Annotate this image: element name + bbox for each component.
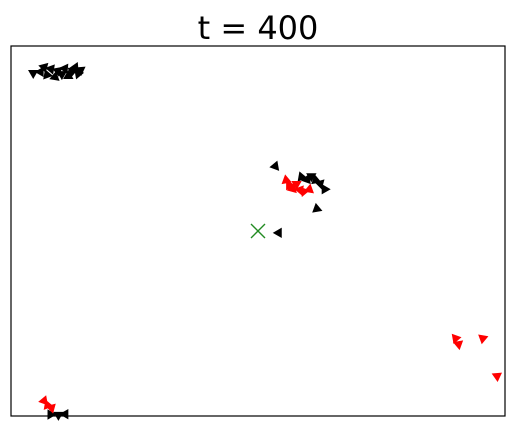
agent-marker-s0-p11 xyxy=(69,62,79,73)
agent-marker-s0-p9 xyxy=(63,69,74,79)
agent-marker-s0-p20 xyxy=(321,183,331,195)
agent-marker-s1-p8 xyxy=(43,399,54,410)
agent-marker-s0-p7 xyxy=(56,71,68,81)
agent-marker-s0-p21 xyxy=(312,202,323,213)
agent-marker-s0-p12 xyxy=(74,69,85,80)
series-1 xyxy=(38,174,503,414)
chart-title: t = 400 xyxy=(198,9,319,47)
agent-marker-s1-p3 xyxy=(291,181,302,191)
agent-marker-s0-p17 xyxy=(306,173,317,183)
agent-marker-s0-p8 xyxy=(58,63,69,75)
agent-marker-s0-p14 xyxy=(269,160,280,171)
agent-marker-s1-p13 xyxy=(491,372,503,383)
plot-frame xyxy=(10,45,506,417)
agent-marker-s0-p22 xyxy=(272,227,282,239)
data-marks xyxy=(28,62,503,421)
target-layer xyxy=(250,223,266,239)
agent-marker-s1-p5 xyxy=(300,186,310,198)
agent-marker-s0-p13 xyxy=(75,66,86,77)
agent-marker-s0-p3 xyxy=(43,69,53,80)
agent-marker-s1-p12 xyxy=(478,334,489,345)
agent-marker-s0-p1 xyxy=(34,66,44,78)
agent-marker-s0-p23 xyxy=(47,409,57,420)
agent-marker-s1-p10 xyxy=(451,333,462,344)
agent-marker-s0-p15 xyxy=(297,171,308,182)
target-x-marker xyxy=(250,223,266,239)
agent-marker-s1-p6 xyxy=(303,183,314,194)
agent-marker-s0-p5 xyxy=(49,71,60,81)
agent-marker-s1-p11 xyxy=(452,340,464,351)
agent-marker-s0-p4 xyxy=(45,64,55,75)
agent-marker-s0-p25 xyxy=(59,408,69,420)
series-0 xyxy=(28,62,331,421)
agent-marker-s1-p1 xyxy=(286,179,296,191)
agent-marker-s1-p9 xyxy=(45,403,56,414)
